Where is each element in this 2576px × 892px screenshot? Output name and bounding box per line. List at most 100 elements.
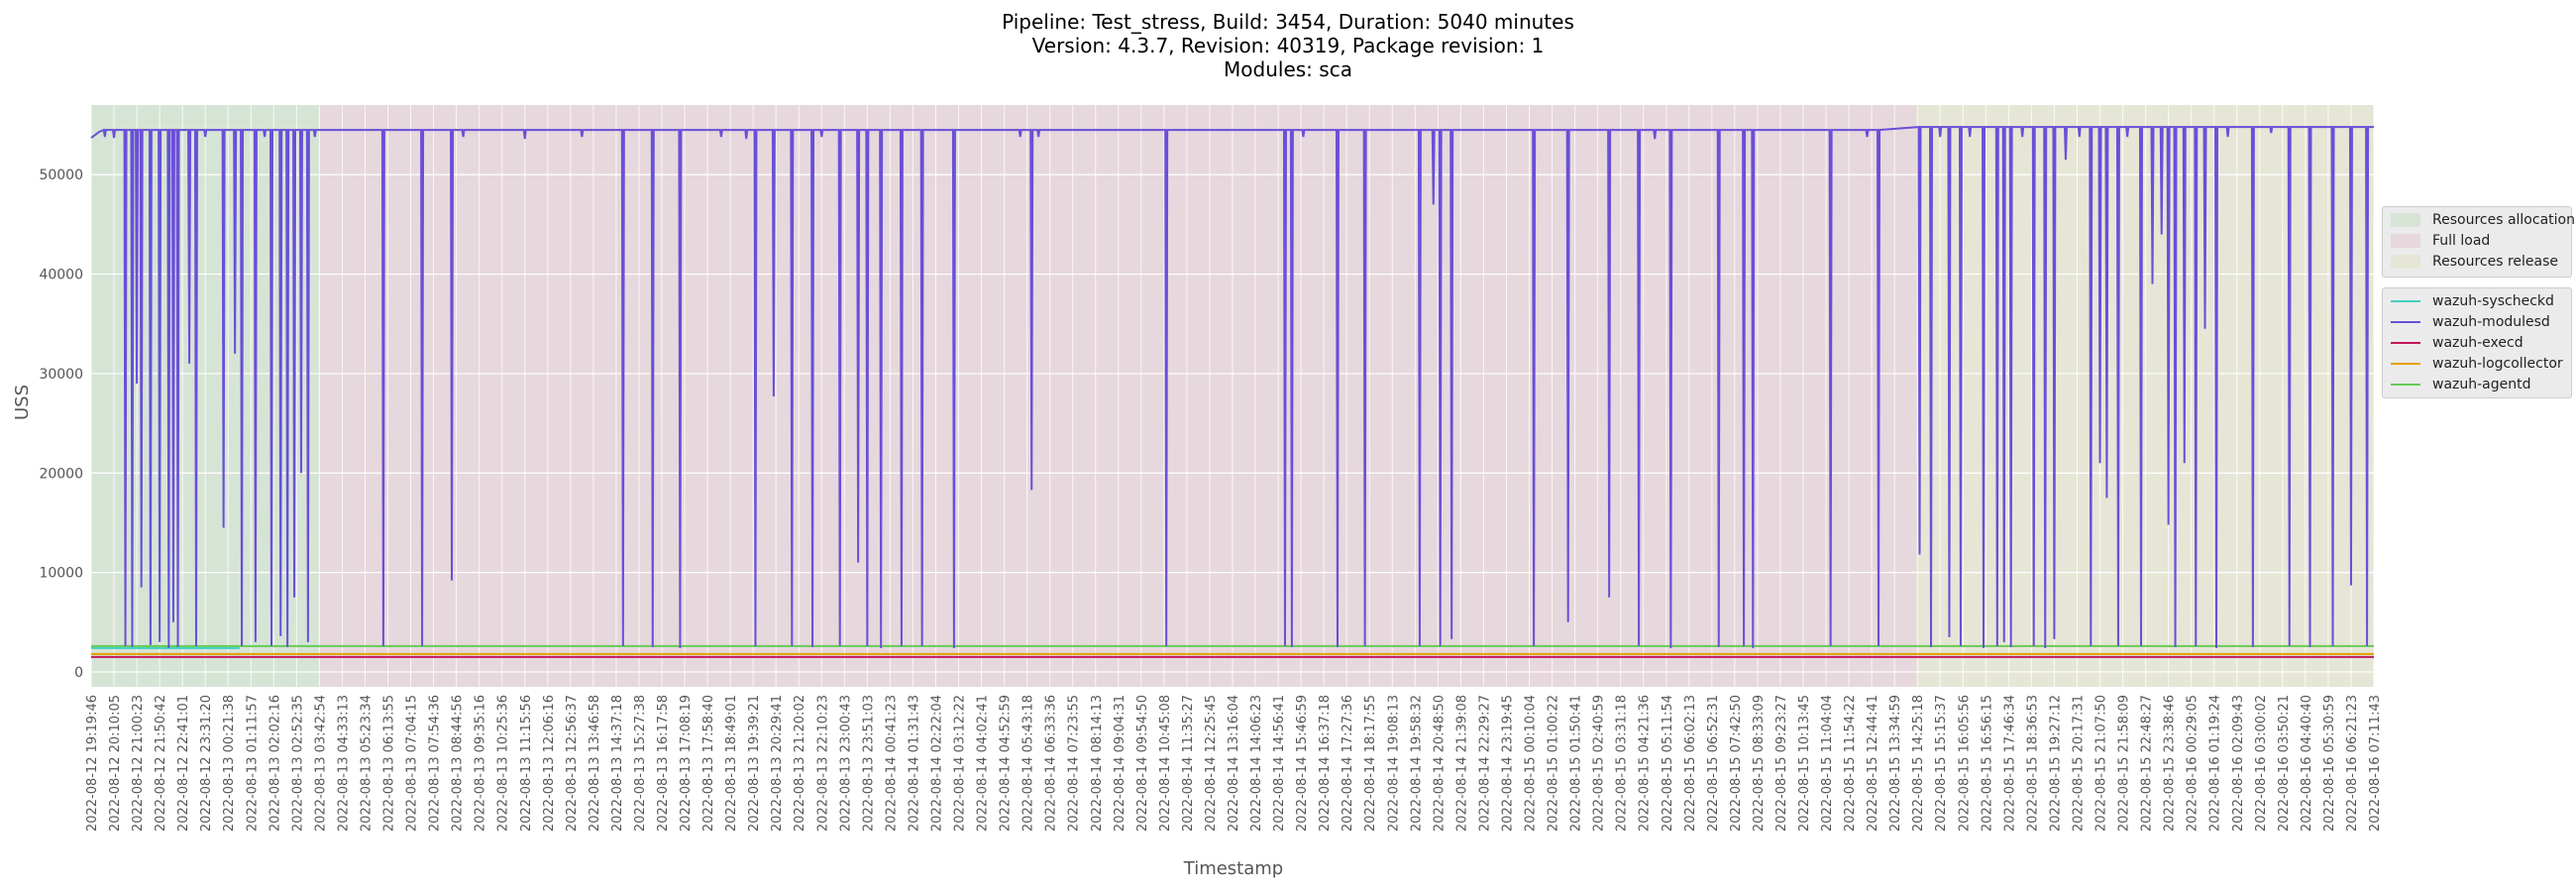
x-tick-18: 2022-08-13 10:25:36 [496, 695, 511, 832]
x-tick-32: 2022-08-13 22:10:23 [815, 695, 830, 832]
x-tick-96: 2022-08-16 03:50:21 [2277, 695, 2292, 832]
legend-series-logcollector: wazuh-logcollector [2391, 354, 2563, 374]
x-tick-7: 2022-08-13 01:11:57 [245, 695, 260, 832]
x-tick-0: 2022-08-12 19:19:46 [85, 695, 100, 832]
x-tick-2: 2022-08-12 21:00:23 [131, 695, 146, 832]
legend-phase-full-load: Full load [2391, 231, 2490, 251]
x-tick-69: 2022-08-15 05:11:54 [1661, 695, 1675, 832]
x-tick-44: 2022-08-14 08:14:13 [1090, 695, 1105, 832]
x-tick-100: 2022-08-16 07:11:43 [2368, 695, 2383, 832]
legend-series-label: wazuh-agentd [2432, 377, 2531, 392]
x-tick-15: 2022-08-13 07:54:36 [428, 695, 443, 832]
x-tick-46: 2022-08-14 09:54:50 [1135, 695, 1150, 832]
x-tick-87: 2022-08-15 20:17:31 [2071, 695, 2086, 832]
x-tick-60: 2022-08-14 21:39:08 [1454, 695, 1469, 832]
x-tick-43: 2022-08-14 07:23:55 [1067, 695, 1082, 832]
legend-series-syscheckd: wazuh-syscheckd [2391, 291, 2554, 311]
x-tick-84: 2022-08-15 17:46:34 [2002, 695, 2017, 832]
legend-series-label: wazuh-logcollector [2432, 356, 2563, 372]
x-tick-40: 2022-08-14 04:52:59 [999, 695, 1014, 832]
x-tick-93: 2022-08-16 01:19:24 [2208, 695, 2223, 832]
x-tick-12: 2022-08-13 05:23:34 [359, 695, 374, 832]
x-tick-53: 2022-08-14 15:46:59 [1295, 695, 1310, 832]
x-tick-52: 2022-08-14 14:56:41 [1272, 695, 1287, 832]
series-wazuh-modulesd [90, 125, 2374, 648]
x-tick-79: 2022-08-15 13:34:59 [1888, 695, 1903, 832]
x-tick-55: 2022-08-14 17:27:36 [1341, 695, 1355, 832]
x-tick-73: 2022-08-15 08:33:09 [1752, 695, 1767, 832]
x-tick-94: 2022-08-16 02:09:43 [2231, 695, 2246, 832]
x-tick-66: 2022-08-15 02:40:59 [1592, 695, 1607, 832]
swatch-allocation [2391, 213, 2420, 227]
x-tick-3: 2022-08-12 21:50:42 [154, 695, 168, 832]
x-tick-76: 2022-08-15 11:04:04 [1820, 695, 1835, 832]
x-tick-51: 2022-08-14 14:06:23 [1249, 695, 1264, 832]
x-tick-97: 2022-08-16 04:40:40 [2300, 695, 2314, 832]
x-tick-63: 2022-08-15 00:10:04 [1524, 695, 1539, 832]
legend-phase-label: Resources release [2432, 254, 2558, 270]
x-tick-30: 2022-08-13 20:29:41 [770, 695, 785, 832]
x-tick-71: 2022-08-15 06:52:31 [1706, 695, 1721, 832]
x-tick-56: 2022-08-14 18:17:55 [1363, 695, 1378, 832]
y-tick-0: 0 [74, 665, 83, 681]
legend-line-modulesd [2391, 321, 2420, 323]
x-tick-24: 2022-08-13 15:27:38 [633, 695, 648, 832]
x-tick-70: 2022-08-15 06:02:13 [1683, 695, 1698, 832]
y-tick-4: 40000 [39, 268, 83, 283]
x-tick-22: 2022-08-13 13:46:58 [588, 695, 602, 832]
legend-line-syscheckd [2391, 300, 2420, 302]
x-tick-6: 2022-08-13 00:21:38 [222, 695, 237, 832]
x-tick-23: 2022-08-13 14:37:18 [610, 695, 625, 832]
legend-line-execd [2391, 342, 2420, 344]
x-tick-20: 2022-08-13 12:06:16 [542, 695, 557, 832]
x-tick-74: 2022-08-15 09:23:27 [1774, 695, 1789, 832]
grid-lines [90, 105, 2375, 687]
swatch-release [2391, 255, 2420, 269]
x-tick-31: 2022-08-13 21:20:02 [793, 695, 807, 832]
legend-phase-release: Resources release [2391, 252, 2558, 272]
series-lines [90, 125, 2374, 658]
legend-series-modulesd: wazuh-modulesd [2391, 312, 2550, 332]
x-tick-89: 2022-08-15 21:58:09 [2117, 695, 2132, 832]
y-tick-2: 20000 [39, 466, 83, 482]
y-axis-label: USS [12, 385, 33, 420]
chart-title: Pipeline: Test_stress, Build: 3454, Dura… [0, 10, 2576, 81]
x-tick-62: 2022-08-14 23:19:45 [1500, 695, 1515, 832]
x-tick-83: 2022-08-15 16:56:15 [1980, 695, 1994, 832]
x-tick-35: 2022-08-14 00:41:23 [884, 695, 899, 832]
x-tick-4: 2022-08-12 22:41:01 [176, 695, 191, 832]
x-tick-65: 2022-08-15 01:50:41 [1569, 695, 1584, 832]
x-tick-59: 2022-08-14 20:48:50 [1432, 695, 1447, 832]
title-line-2: Version: 4.3.7, Revision: 40319, Package… [1031, 34, 1545, 57]
x-tick-39: 2022-08-14 04:02:41 [976, 695, 991, 832]
x-tick-17: 2022-08-13 09:35:16 [474, 695, 488, 832]
legend-series-label: wazuh-syscheckd [2432, 293, 2554, 309]
legend-line-agentd [2391, 384, 2420, 386]
x-tick-68: 2022-08-15 04:21:36 [1638, 695, 1653, 832]
x-tick-91: 2022-08-15 23:38:46 [2163, 695, 2178, 832]
x-tick-98: 2022-08-16 05:30:59 [2322, 695, 2337, 832]
x-tick-14: 2022-08-13 07:04:15 [405, 695, 420, 832]
legend-phase-label: Resources allocation [2432, 212, 2575, 228]
x-tick-28: 2022-08-13 18:49:01 [724, 695, 739, 832]
x-tick-8: 2022-08-13 02:02:16 [268, 695, 282, 832]
y-tick-labels: 0 10000 20000 30000 40000 50000 [39, 167, 83, 681]
x-tick-26: 2022-08-13 17:08:19 [679, 695, 694, 832]
x-tick-50: 2022-08-14 13:16:04 [1227, 695, 1241, 832]
x-tick-11: 2022-08-13 04:33:13 [336, 695, 351, 832]
x-tick-25: 2022-08-13 16:17:58 [656, 695, 671, 832]
legend-series-agentd: wazuh-agentd [2391, 375, 2531, 394]
x-tick-49: 2022-08-14 12:25:45 [1204, 695, 1219, 832]
x-tick-16: 2022-08-13 08:44:56 [451, 695, 466, 832]
x-tick-78: 2022-08-15 12:44:41 [1866, 695, 1880, 832]
x-tick-85: 2022-08-15 18:36:53 [2025, 695, 2040, 832]
y-tick-3: 30000 [39, 367, 83, 383]
x-tick-1: 2022-08-12 20:10:05 [108, 695, 123, 832]
x-tick-19: 2022-08-13 11:15:56 [519, 695, 534, 832]
x-tick-81: 2022-08-15 15:15:37 [1934, 695, 1949, 832]
x-tick-33: 2022-08-13 23:00:43 [838, 695, 853, 832]
x-tick-47: 2022-08-14 10:45:08 [1158, 695, 1173, 832]
x-tick-90: 2022-08-15 22:48:27 [2140, 695, 2155, 832]
x-tick-88: 2022-08-15 21:07:50 [2094, 695, 2109, 832]
series-legend: wazuh-syscheckd wazuh-modulesd wazuh-exe… [2382, 287, 2572, 398]
